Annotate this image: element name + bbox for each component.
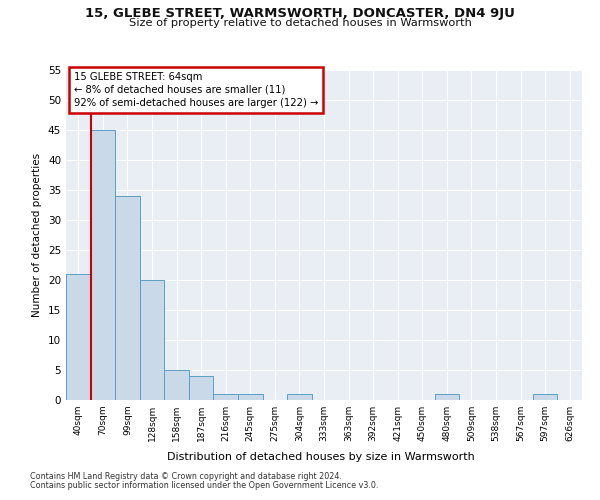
Bar xyxy=(66,274,91,400)
Bar xyxy=(434,394,459,400)
Bar xyxy=(115,196,140,400)
Bar xyxy=(164,370,189,400)
Bar xyxy=(189,376,214,400)
Text: Distribution of detached houses by size in Warmsworth: Distribution of detached houses by size … xyxy=(167,452,475,462)
Text: 15 GLEBE STREET: 64sqm
← 8% of detached houses are smaller (11)
92% of semi-deta: 15 GLEBE STREET: 64sqm ← 8% of detached … xyxy=(74,72,318,108)
Text: Contains HM Land Registry data © Crown copyright and database right 2024.: Contains HM Land Registry data © Crown c… xyxy=(30,472,342,481)
Bar xyxy=(533,394,557,400)
Text: Contains public sector information licensed under the Open Government Licence v3: Contains public sector information licen… xyxy=(30,481,379,490)
Y-axis label: Number of detached properties: Number of detached properties xyxy=(32,153,43,317)
Bar xyxy=(238,394,263,400)
Bar xyxy=(287,394,312,400)
Bar xyxy=(91,130,115,400)
Text: Size of property relative to detached houses in Warmsworth: Size of property relative to detached ho… xyxy=(128,18,472,28)
Text: 15, GLEBE STREET, WARMSWORTH, DONCASTER, DN4 9JU: 15, GLEBE STREET, WARMSWORTH, DONCASTER,… xyxy=(85,8,515,20)
Bar xyxy=(214,394,238,400)
Bar xyxy=(140,280,164,400)
